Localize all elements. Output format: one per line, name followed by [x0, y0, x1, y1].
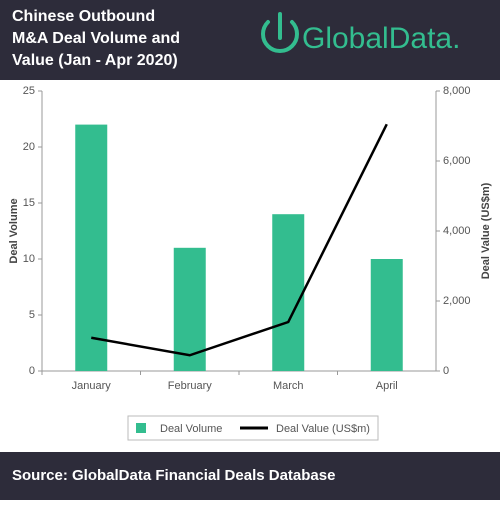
- header-band: [0, 0, 500, 80]
- x-tick-label: March: [273, 380, 304, 392]
- x-tick-label: January: [72, 380, 112, 392]
- y2-tick-label: 6,000: [443, 155, 471, 167]
- y2-tick-label: 4,000: [443, 225, 471, 237]
- bar: [272, 214, 305, 371]
- line: [91, 123, 388, 357]
- bar: [370, 259, 403, 371]
- footer-band: [0, 452, 500, 500]
- title-line: Chinese Outbound: [12, 8, 155, 25]
- y-tick-label: 15: [23, 197, 35, 209]
- legend-label: Deal Value (US$m): [276, 423, 370, 435]
- y2-tick-label: 8,000: [443, 85, 471, 97]
- title-line: Value (Jan - Apr 2020): [12, 52, 178, 69]
- y2-tick-label: 2,000: [443, 295, 471, 307]
- y2-tick-label: 0: [443, 365, 449, 377]
- y-axis-label: Deal Volume: [8, 198, 20, 263]
- x-tick-label: April: [376, 380, 398, 392]
- legend-swatch: [136, 423, 146, 433]
- source: Source: GlobalData Financial Deals Datab…: [12, 467, 335, 484]
- logo-icon: [261, 12, 299, 54]
- title-line: M&A Deal Volume and: [12, 30, 180, 47]
- x-tick-label: February: [168, 380, 213, 392]
- y-tick-label: 20: [23, 141, 35, 153]
- legend-label: Deal Volume: [160, 423, 222, 435]
- y-tick-label: 0: [29, 365, 35, 377]
- logo-text: GlobalData.: [302, 22, 460, 55]
- y-tick-label: 5: [29, 309, 35, 321]
- y2-axis-label: Deal Value (US$m): [480, 182, 492, 279]
- legend-box: [127, 415, 379, 441]
- y-tick-label: 10: [23, 253, 35, 265]
- bar: [75, 124, 108, 371]
- y-tick-label: 25: [23, 85, 35, 97]
